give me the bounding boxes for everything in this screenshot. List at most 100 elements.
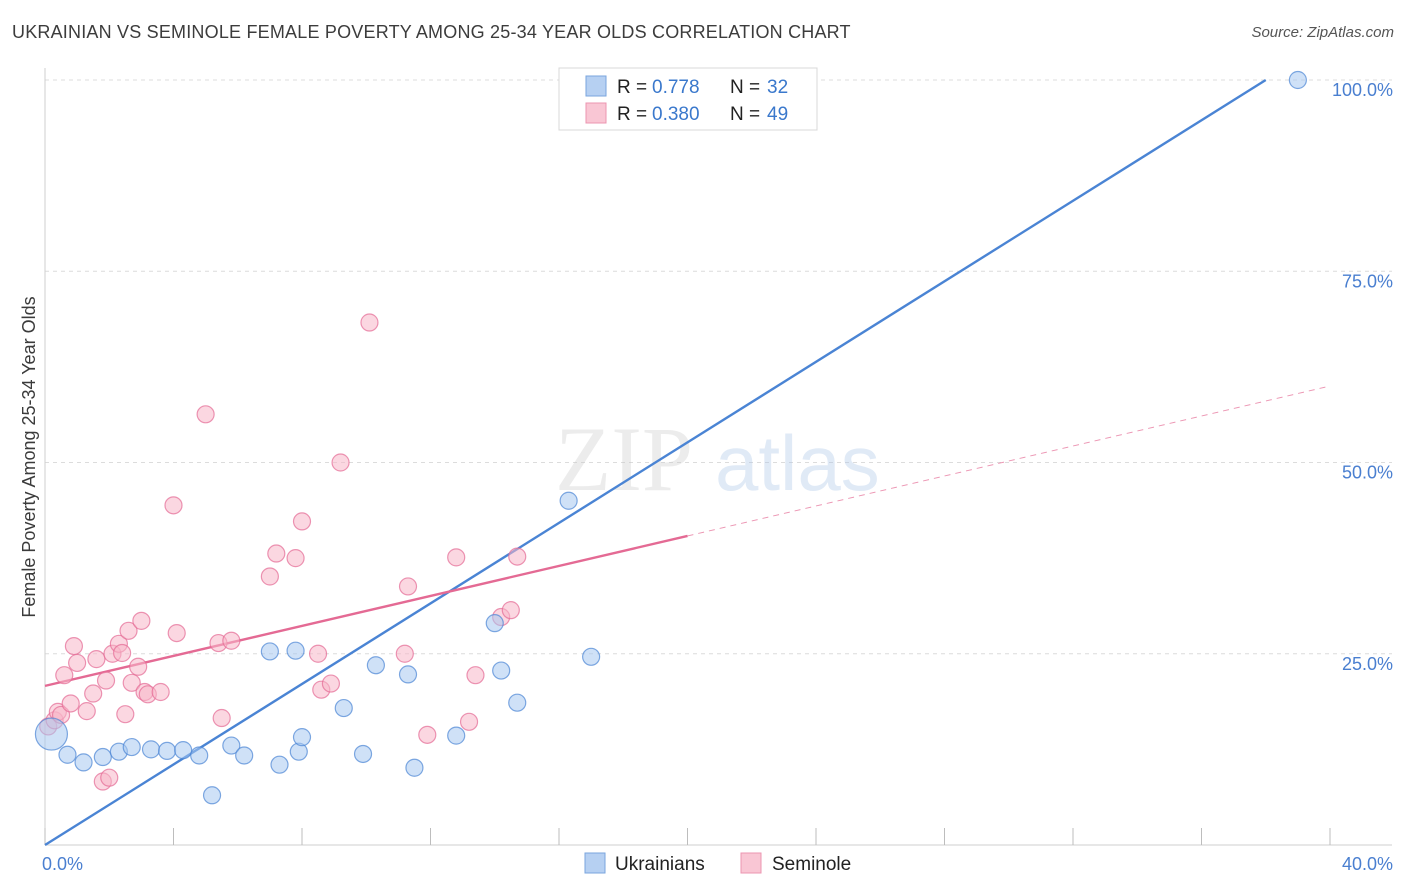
point-ukrainians — [157, 741, 177, 761]
point-ukrainians — [235, 746, 254, 765]
legend-n-label-seminole: N = — [730, 104, 760, 125]
point-seminole — [501, 601, 520, 620]
point-seminole — [321, 674, 341, 693]
point-seminole — [119, 621, 138, 640]
point-seminole — [212, 708, 231, 728]
point-seminole — [61, 694, 80, 713]
point-seminole — [196, 405, 215, 424]
point-ukrainians — [292, 728, 312, 747]
point-seminole — [112, 643, 132, 663]
point-seminole — [64, 636, 84, 656]
point-seminole — [447, 548, 466, 567]
point-ukrainians — [260, 642, 279, 661]
point-ukrainians — [141, 740, 161, 759]
point-seminole — [100, 768, 119, 787]
point-seminole — [129, 657, 148, 676]
trend-line-seminole — [44, 534, 688, 688]
legend-bottom: Ukrainians Seminole — [584, 852, 851, 875]
legend-r-value-seminole: 0.380 — [652, 104, 700, 125]
point-seminole — [151, 682, 170, 702]
point-ukrainians — [582, 647, 601, 666]
legend-swatch-seminole — [585, 102, 607, 124]
legend-r-value-ukrainians: 0.778 — [652, 77, 700, 98]
point-ukrainians — [58, 745, 77, 764]
source-label: Source: ZipAtlas.com — [1251, 24, 1394, 41]
y-tick-label: 25.0% — [1342, 654, 1393, 674]
grid-lines — [45, 79, 1392, 655]
legend-bottom-swatch-ukrainians — [584, 852, 606, 874]
point-ukrainians — [190, 746, 209, 765]
tick-labels: 25.0% 50.0% 75.0% 100.0% 0.0% 40.0% — [42, 80, 1393, 874]
point-seminole — [260, 567, 279, 586]
point-seminole — [292, 512, 312, 531]
point-ukrainians — [508, 693, 527, 712]
point-seminole — [466, 666, 485, 685]
point-ukrainians — [34, 717, 69, 751]
trend-line-ukrainians — [44, 78, 1267, 847]
point-seminole — [331, 453, 350, 472]
point-ukrainians — [447, 726, 466, 745]
x-tick-label: 40.0% — [1342, 854, 1393, 874]
legend-bottom-label-seminole: Seminole — [772, 854, 851, 875]
point-seminole — [116, 705, 135, 724]
point-ukrainians — [559, 491, 578, 510]
point-seminole — [508, 547, 527, 566]
point-seminole — [164, 496, 183, 515]
watermark-atlas: atlas — [715, 419, 880, 507]
point-seminole — [308, 644, 328, 663]
point-ukrainians — [1288, 70, 1307, 90]
point-seminole — [167, 623, 186, 643]
point-seminole — [68, 653, 87, 673]
legend-r-label-ukrainians: R = — [617, 77, 647, 98]
legend-swatch-ukrainians — [585, 75, 607, 97]
x-tick-label: 0.0% — [42, 854, 83, 874]
point-ukrainians — [405, 758, 424, 777]
data-points — [34, 70, 1307, 805]
point-seminole — [77, 702, 96, 721]
point-seminole — [360, 313, 379, 332]
point-ukrainians — [222, 736, 241, 755]
legend-bottom-swatch-seminole — [740, 852, 762, 874]
point-ukrainians — [122, 737, 141, 757]
axes — [44, 68, 1392, 846]
point-ukrainians — [485, 614, 504, 633]
point-seminole — [222, 631, 241, 650]
point-seminole — [459, 712, 479, 731]
y-tick-label: 75.0% — [1342, 271, 1393, 291]
point-seminole — [395, 644, 414, 663]
legend-top: R = 0.778 N = 32 R = 0.380 N = 49 — [558, 67, 818, 131]
legend-n-value-ukrainians: 32 — [767, 77, 788, 98]
point-ukrainians — [202, 786, 222, 805]
legend-r-label-seminole: R = — [617, 104, 647, 125]
point-ukrainians — [286, 641, 305, 660]
point-seminole — [286, 549, 305, 568]
point-ukrainians — [270, 755, 289, 774]
point-seminole — [122, 673, 141, 692]
legend-bottom-label-ukrainians: Ukrainians — [615, 854, 705, 875]
legend-n-label-ukrainians: N = — [730, 77, 760, 98]
point-ukrainians — [174, 741, 193, 760]
legend-n-value-seminole: 49 — [767, 104, 788, 125]
point-seminole — [55, 666, 74, 685]
y-axis-label: Female Poverty Among 25-34 Year Olds — [19, 296, 39, 617]
chart-title: UKRAINIAN VS SEMINOLE FEMALE POVERTY AMO… — [12, 22, 851, 42]
point-ukrainians — [334, 698, 353, 718]
watermark-zip: ZIP — [555, 408, 693, 510]
point-ukrainians — [492, 661, 511, 680]
point-seminole — [96, 671, 116, 690]
point-seminole — [84, 684, 103, 703]
point-seminole — [398, 577, 418, 596]
point-seminole — [87, 650, 106, 669]
trend-lines — [44, 78, 1331, 847]
point-seminole — [418, 725, 437, 744]
point-ukrainians — [366, 656, 385, 675]
point-ukrainians — [353, 744, 373, 764]
watermark: ZIP atlas — [555, 408, 880, 510]
y-tick-label: 50.0% — [1342, 463, 1393, 483]
point-ukrainians — [93, 747, 112, 767]
point-seminole — [267, 544, 286, 563]
point-ukrainians — [74, 753, 93, 772]
point-ukrainians — [398, 665, 418, 684]
y-tick-label: 100.0% — [1332, 80, 1393, 100]
